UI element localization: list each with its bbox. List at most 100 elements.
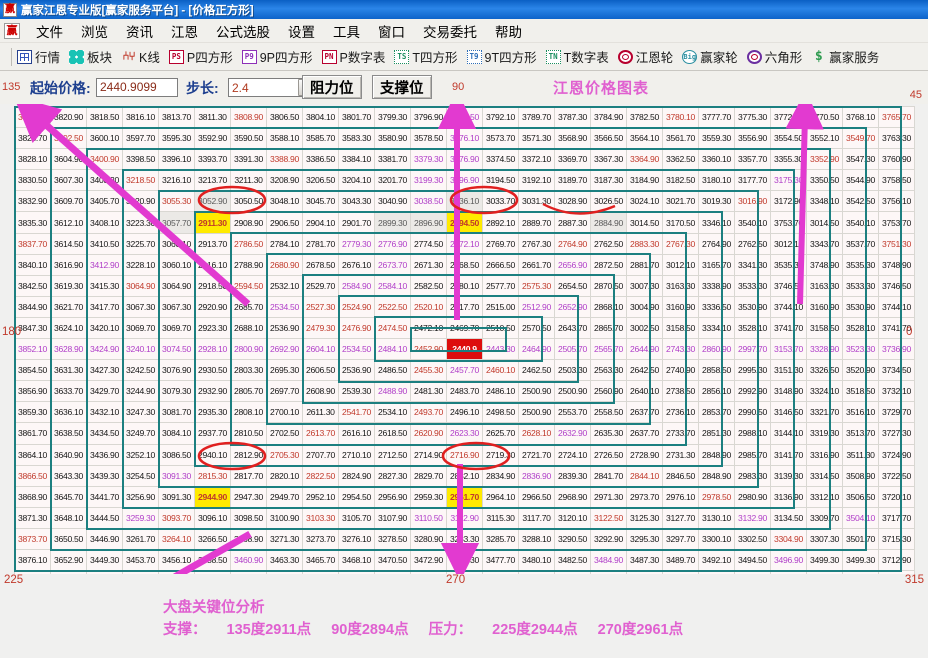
price-cell[interactable]: 2688.10 xyxy=(230,316,267,340)
price-cell[interactable]: 2640.10 xyxy=(626,380,663,403)
price-cell[interactable]: 3067.30 xyxy=(122,295,159,318)
price-cell[interactable]: 2928.10 xyxy=(194,338,231,361)
price-cell[interactable]: 3748.90 xyxy=(806,253,843,276)
price-cell[interactable]: 3355.30 xyxy=(770,148,807,171)
price-cell[interactable]: 3638.50 xyxy=(50,422,87,445)
price-cell[interactable]: 3600.10 xyxy=(86,127,123,150)
price-cell[interactable]: 3103.30 xyxy=(302,506,339,529)
price-cell[interactable]: 3038.50 xyxy=(410,190,447,213)
price-cell[interactable]: 3818.50 xyxy=(86,105,123,129)
price-cell[interactable]: 3501.70 xyxy=(842,527,879,550)
price-cell[interactable]: 2916.10 xyxy=(194,253,231,276)
price-cell[interactable]: 3067.30 xyxy=(158,295,195,318)
price-cell[interactable]: 2707.70 xyxy=(302,443,339,466)
price-cell[interactable]: 3112.90 xyxy=(446,506,483,529)
price-cell[interactable]: 2618.50 xyxy=(374,422,411,445)
price-cell[interactable]: 2440.9 xyxy=(446,338,483,361)
price-cell[interactable]: 3494.50 xyxy=(734,548,771,572)
price-cell[interactable]: 3016.90 xyxy=(734,190,771,213)
price-cell[interactable]: 2488.90 xyxy=(374,380,411,403)
price-cell[interactable]: 3264.10 xyxy=(158,527,195,550)
price-cell[interactable]: 2637.70 xyxy=(626,401,663,424)
price-cell[interactable]: 3533.30 xyxy=(842,274,879,297)
price-cell[interactable]: 3098.50 xyxy=(230,506,267,529)
price-cell[interactable]: 2685.70 xyxy=(230,295,267,318)
toolbar-button-quotes[interactable]: 行情 xyxy=(17,47,60,66)
price-cell[interactable]: 2563.30 xyxy=(590,359,627,382)
price-cell[interactable]: 3213.70 xyxy=(194,169,231,192)
price-cell[interactable]: 2527.30 xyxy=(302,295,339,318)
price-cell[interactable]: 3031.30 xyxy=(518,190,555,213)
price-cell[interactable]: 3064.90 xyxy=(158,274,195,297)
price-cell[interactable]: 3492.10 xyxy=(698,548,735,572)
price-cell[interactable]: 3746.50 xyxy=(770,274,807,297)
price-cell[interactable]: 3343.70 xyxy=(806,232,843,255)
price-cell[interactable]: 3249.70 xyxy=(122,422,159,445)
price-cell[interactable]: 3602.50 xyxy=(50,127,87,150)
price-cell[interactable]: 2643.70 xyxy=(554,316,591,340)
price-cell[interactable]: 3482.50 xyxy=(554,548,591,572)
price-cell[interactable]: 3388.90 xyxy=(266,148,303,171)
price-cell[interactable]: 3052.90 xyxy=(194,190,231,213)
price-cell[interactable]: 3772.90 xyxy=(770,105,807,129)
price-cell[interactable]: 3252.10 xyxy=(122,443,159,466)
price-cell[interactable]: 3523.30 xyxy=(842,338,879,361)
price-cell[interactable]: 3535.30 xyxy=(770,253,807,276)
price-cell[interactable]: 3048.10 xyxy=(266,190,303,213)
price-cell[interactable]: 3456.10 xyxy=(158,548,195,572)
price-cell[interactable]: 3559.30 xyxy=(698,127,735,150)
price-cell[interactable]: 3808.90 xyxy=(230,105,267,129)
price-cell[interactable]: 3746.50 xyxy=(878,274,915,297)
price-cell[interactable]: 2484.10 xyxy=(374,338,411,361)
price-cell[interactable]: 3734.50 xyxy=(878,359,915,382)
price-cell[interactable]: 2464.90 xyxy=(518,338,555,361)
price-cell[interactable]: 2887.30 xyxy=(554,211,591,234)
price-cell[interactable]: 3384.10 xyxy=(338,148,375,171)
price-cell[interactable]: 2772.10 xyxy=(446,232,483,255)
price-cell[interactable]: 2824.90 xyxy=(338,464,375,487)
price-cell[interactable]: 3828.10 xyxy=(14,148,51,171)
price-cell[interactable]: 3360.10 xyxy=(698,148,735,171)
price-cell[interactable]: 3295.30 xyxy=(626,527,663,550)
price-cell[interactable]: 2937.70 xyxy=(194,422,231,445)
price-cell[interactable]: 3396.10 xyxy=(158,148,195,171)
price-cell[interactable]: 2762.50 xyxy=(590,232,627,255)
price-cell[interactable]: 3074.50 xyxy=(158,338,195,361)
price-cell[interactable]: 3012.10 xyxy=(662,253,699,276)
price-cell[interactable]: 3753.70 xyxy=(878,211,915,234)
price-cell[interactable]: 3175.30 xyxy=(770,169,807,192)
price-cell[interactable]: 2881.70 xyxy=(626,253,663,276)
price-cell[interactable]: 3182.50 xyxy=(662,169,699,192)
price-cell[interactable]: 3228.10 xyxy=(122,253,159,276)
price-cell[interactable]: 2844.10 xyxy=(626,464,663,487)
price-cell[interactable]: 3434.50 xyxy=(86,422,123,445)
price-cell[interactable]: 3060.10 xyxy=(158,253,195,276)
price-cell[interactable]: 3592.90 xyxy=(194,127,231,150)
price-cell[interactable]: 2616.10 xyxy=(338,422,375,445)
price-cell[interactable]: 3160.90 xyxy=(662,295,699,318)
price-cell[interactable]: 2827.30 xyxy=(374,464,411,487)
price-cell[interactable]: 2918.50 xyxy=(194,274,231,297)
price-cell[interactable]: 2846.50 xyxy=(662,464,699,487)
price-cell[interactable]: 3825.70 xyxy=(14,127,51,150)
price-cell[interactable]: 2613.70 xyxy=(302,422,339,445)
price-cell[interactable]: 3151.30 xyxy=(770,359,807,382)
price-cell[interactable]: 2839.30 xyxy=(554,464,591,487)
price-cell[interactable]: 3607.30 xyxy=(50,169,87,192)
price-cell[interactable]: 2892.10 xyxy=(482,211,519,234)
price-cell[interactable]: 3362.50 xyxy=(662,148,699,171)
price-cell[interactable]: 3844.90 xyxy=(14,295,51,318)
price-cell[interactable]: 3091.30 xyxy=(158,485,195,508)
price-cell[interactable]: 3076.90 xyxy=(158,359,195,382)
price-cell[interactable]: 2971.30 xyxy=(590,485,627,508)
price-cell[interactable]: 2724.10 xyxy=(554,443,591,466)
price-cell[interactable]: 3316.90 xyxy=(806,443,843,466)
price-cell[interactable]: 3528.10 xyxy=(734,316,771,340)
price-cell[interactable]: 2822.50 xyxy=(302,464,339,487)
menu-item-trade[interactable]: 交易委托 xyxy=(423,24,477,40)
price-cell[interactable]: 2517.70 xyxy=(446,295,483,318)
price-cell[interactable]: 2632.90 xyxy=(554,422,591,445)
menu-item-formula[interactable]: 公式选股 xyxy=(216,24,270,40)
price-cell[interactable]: 3648.10 xyxy=(50,506,87,529)
price-cell[interactable]: 2781.70 xyxy=(302,232,339,255)
